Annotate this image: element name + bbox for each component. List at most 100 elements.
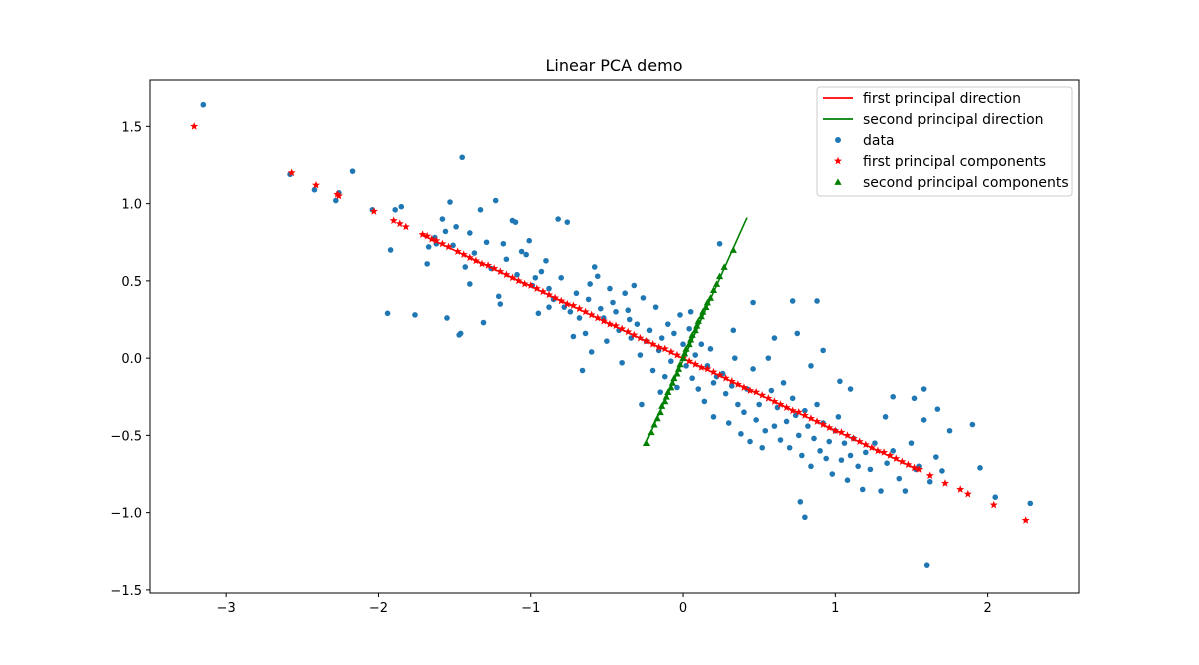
data-point: [546, 285, 552, 292]
first-component-point: [940, 479, 949, 487]
data-point: [820, 347, 826, 354]
data-point: [425, 244, 432, 250]
data-point: [934, 406, 941, 412]
data-point: [626, 316, 633, 323]
second-component-point: [682, 345, 690, 352]
data-point: [480, 319, 487, 326]
data-point: [683, 363, 689, 369]
x-tick-label: −2: [369, 601, 388, 616]
data-point: [802, 407, 808, 414]
data-point: [546, 304, 552, 310]
first-component-point: [312, 180, 320, 189]
data-point: [665, 321, 671, 327]
data-point: [902, 488, 909, 494]
data-point: [762, 427, 769, 434]
x-tick-label: −1: [521, 601, 540, 616]
data-point: [518, 248, 525, 255]
data-point: [671, 330, 677, 337]
data-point: [625, 307, 632, 314]
data-point: [862, 449, 869, 456]
data-point: [977, 465, 983, 471]
first-component-point: [886, 451, 895, 459]
first-component-point: [764, 394, 773, 402]
first-component-point: [418, 230, 427, 238]
data-point: [634, 321, 641, 327]
data-point: [946, 427, 953, 434]
data-point: [771, 335, 778, 341]
data-point: [495, 293, 502, 300]
first-component-point: [551, 293, 560, 302]
data-point: [543, 257, 549, 264]
first-component-point: [758, 391, 767, 399]
second-component-point: [674, 365, 683, 372]
first-component-point: [563, 299, 572, 308]
second-component-point: [664, 388, 672, 396]
first-component-point: [502, 270, 511, 279]
first-component-point: [444, 242, 453, 251]
first-component-point: [612, 321, 621, 330]
first-component-point: [794, 408, 803, 416]
data-point: [786, 444, 793, 451]
data-point: [759, 444, 766, 451]
data-point: [896, 475, 903, 482]
data-point: [847, 386, 854, 392]
data-point: [747, 438, 753, 445]
data-point: [710, 414, 717, 420]
first-component-point: [709, 367, 718, 376]
first-component-point: [593, 313, 602, 322]
data-point: [710, 380, 717, 386]
data-point: [622, 290, 628, 297]
second-component-point: [699, 308, 707, 315]
first-component-point: [333, 190, 342, 198]
first-component-point: [557, 296, 566, 305]
data-point: [701, 398, 708, 405]
second-component-point: [685, 340, 693, 348]
data-point: [503, 256, 510, 263]
y-tick-label: 1.0: [121, 198, 142, 213]
data-point: [594, 273, 601, 280]
data-point: [741, 409, 747, 416]
legend-item: data: [835, 133, 895, 149]
data-point: [597, 305, 604, 312]
data-point: [619, 359, 625, 366]
first-component-point: [630, 330, 639, 339]
data-point: [687, 308, 694, 315]
first-component-point: [575, 304, 584, 313]
data-point: [576, 315, 583, 321]
first-component-point: [432, 236, 441, 245]
data-point: [695, 386, 702, 392]
second-component-point: [670, 374, 678, 382]
first-component-point: [892, 454, 901, 462]
chart-title: Linear PCA demo: [545, 56, 682, 75]
x-tick-label: 0: [679, 601, 687, 616]
data-point: [512, 219, 519, 225]
data-point: [661, 373, 668, 380]
data-point: [459, 154, 466, 161]
data-point: [604, 338, 610, 344]
data-point: [631, 282, 638, 289]
legend-box: [816, 86, 1073, 197]
y-tick-label: 0.5: [121, 275, 142, 290]
data-point: [814, 401, 820, 408]
data-point: [439, 216, 446, 222]
data-point: [814, 298, 820, 304]
x-tick-label: −3: [217, 601, 236, 616]
data-point: [573, 290, 580, 297]
first-component-point: [855, 437, 864, 445]
y-tick-label: −1.5: [110, 584, 142, 599]
legend-item: second principal components: [834, 175, 1069, 191]
data-point: [674, 384, 680, 391]
second-component-point: [706, 294, 715, 301]
data-point: [637, 352, 644, 358]
data-point: [392, 206, 398, 213]
first-component-point: [867, 443, 876, 452]
second-component-point: [647, 428, 655, 436]
first-component-point: [465, 253, 474, 262]
y-tick-label: 0.0: [121, 352, 142, 367]
second-component-point: [662, 393, 670, 400]
first-component-point: [697, 363, 706, 371]
data-point: [750, 366, 756, 372]
data-point: [200, 101, 207, 108]
data-point: [384, 310, 391, 317]
data-point: [514, 271, 520, 278]
